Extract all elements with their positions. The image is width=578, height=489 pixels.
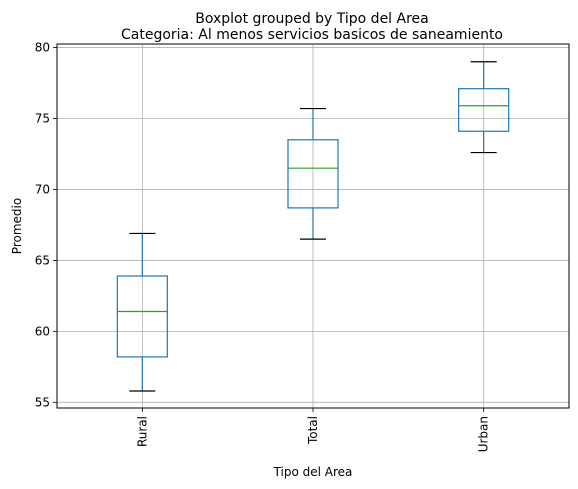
y-tick-label: 70 [35, 182, 50, 196]
x-axis-ticks: Rural Total Urban [135, 408, 491, 452]
y-tick-label: 65 [35, 253, 50, 267]
box-total [287, 139, 339, 209]
x-tick-label: Rural [135, 416, 149, 447]
box-rural [116, 275, 168, 358]
y-axis-ticks: 55 60 65 70 75 80 [35, 41, 57, 409]
y-tick-label: 75 [35, 112, 50, 126]
y-tick-label: 60 [35, 324, 50, 338]
chart-title: Categoria: Al menos servicios basicos de… [121, 27, 503, 43]
y-tick-label: 55 [35, 395, 50, 409]
x-tick-label: Urban [477, 416, 491, 452]
box-urban [458, 88, 510, 132]
y-axis-label: Promedio [10, 198, 24, 254]
x-tick-label: Total [306, 416, 320, 445]
x-axis-label: Tipo del Area [273, 465, 353, 479]
boxes-group [116, 61, 510, 392]
y-tick-label: 80 [35, 41, 50, 55]
chart-suptitle: Boxplot grouped by Tipo del Area [195, 11, 429, 27]
